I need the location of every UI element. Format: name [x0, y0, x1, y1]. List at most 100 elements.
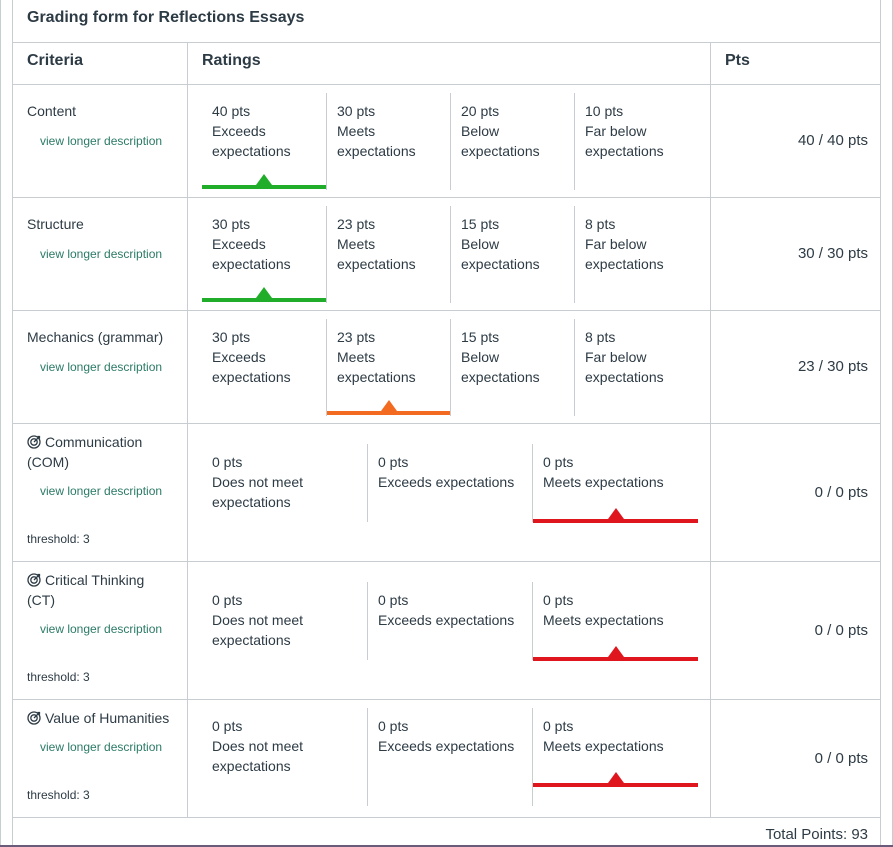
criterion-row-critical-thinking: Critical Thinking (CT) view longer descr… — [13, 562, 880, 700]
rating-points: 0 pts — [543, 454, 574, 470]
criterion-name: Communication (COM) — [27, 434, 143, 470]
rating-option[interactable]: 8 pts Far below expectations — [574, 319, 698, 416]
rating-option[interactable]: 23 pts Meets expectations — [326, 319, 451, 416]
rating-option[interactable]: 20 pts Below expectations — [450, 93, 574, 190]
rating-option[interactable]: 0 pts Meets expectations — [532, 444, 698, 523]
outcome-target-icon — [27, 573, 41, 587]
rating-points: 0 pts — [212, 592, 243, 608]
header-row: Criteria Ratings Pts — [13, 43, 880, 85]
rating-points: 23 pts — [337, 329, 376, 345]
rating-points: 40 pts — [212, 103, 251, 119]
outcome-target-icon — [27, 711, 41, 725]
points-cell: 0 / 0 pts — [711, 562, 880, 699]
ratings-cell: 0 pts Does not meet expectations 0 pts E… — [188, 700, 711, 817]
rubric-panel: Grading form for Reflections Essays Crit… — [12, 0, 881, 847]
rating-points: 15 pts — [461, 216, 500, 232]
ratings-cell: 40 pts Exceeds expectations 30 pts Meets… — [188, 85, 711, 197]
rubric-title: Grading form for Reflections Essays — [13, 0, 880, 43]
rating-description: Exceeds expectations — [212, 236, 291, 272]
rating-points: 15 pts — [461, 329, 500, 345]
criterion-cell: Critical Thinking (CT) view longer descr… — [13, 562, 188, 699]
rating-points: 30 pts — [337, 103, 376, 119]
rating-description: Exceeds expectations — [212, 123, 291, 159]
view-longer-description-link[interactable]: view longer description — [40, 247, 163, 261]
rating-option[interactable]: 10 pts Far below expectations — [574, 93, 698, 190]
selected-rating-marker — [327, 400, 451, 415]
view-longer-description-link[interactable]: view longer description — [40, 484, 163, 498]
rating-description: Below expectations — [461, 123, 540, 159]
selected-rating-marker — [202, 287, 326, 302]
rating-option[interactable]: 0 pts Does not meet expectations — [202, 708, 367, 806]
rating-option[interactable]: 40 pts Exceeds expectations — [202, 93, 326, 190]
rating-option[interactable]: 15 pts Below expectations — [450, 206, 574, 303]
rating-description: Exceeds expectations — [378, 474, 515, 490]
threshold-label: threshold: 3 — [27, 532, 90, 546]
threshold-label: threshold: 3 — [27, 670, 90, 684]
rating-description: Meets expectations — [543, 474, 664, 490]
rating-option[interactable]: 23 pts Meets expectations — [326, 206, 450, 303]
outcome-target-icon — [27, 435, 41, 449]
selected-rating-marker — [533, 508, 698, 523]
criterion-name: Mechanics (grammar) — [27, 329, 164, 345]
criteria-header: Criteria — [27, 52, 84, 69]
rating-option[interactable]: 0 pts Exceeds expectations — [367, 708, 532, 806]
rating-option[interactable]: 0 pts Exceeds expectations — [367, 582, 532, 660]
criterion-score: 40 / 40 pts — [797, 132, 868, 149]
rating-points: 0 pts — [378, 454, 409, 470]
selected-triangle-icon — [607, 646, 624, 657]
rating-option[interactable]: 8 pts Far below expectations — [574, 206, 698, 303]
rating-description: Meets expectations — [337, 123, 416, 159]
rating-option[interactable]: 0 pts Meets expectations — [532, 708, 698, 806]
selected-triangle-icon — [607, 772, 624, 783]
rating-description: Far below expectations — [585, 349, 664, 385]
rating-option[interactable]: 0 pts Does not meet expectations — [202, 444, 367, 542]
selected-rating-marker — [533, 646, 698, 661]
rating-option[interactable]: 0 pts Meets expectations — [532, 582, 698, 661]
rating-points: 0 pts — [378, 718, 409, 734]
rating-points: 23 pts — [337, 216, 376, 232]
criterion-cell: Structure view longer description — [13, 198, 188, 310]
criterion-cell: Value of Humanities view longer descript… — [13, 700, 188, 817]
criterion-score: 30 / 30 pts — [797, 245, 868, 262]
pts-header-cell: Pts — [711, 43, 880, 84]
rating-description: Exceeds expectations — [378, 738, 515, 754]
rating-option[interactable]: 0 pts Exceeds expectations — [367, 444, 532, 522]
selected-triangle-icon — [381, 400, 397, 411]
criterion-row-content: Content view longer description 40 pts E… — [13, 85, 880, 198]
criterion-score: 23 / 30 pts — [797, 358, 868, 375]
rating-option[interactable]: 30 pts Exceeds expectations — [202, 206, 326, 303]
bottom-bar — [0, 845, 893, 847]
ratings-header: Ratings — [202, 52, 261, 69]
rating-description: Exceeds expectations — [378, 612, 515, 628]
ratings-header-cell: Ratings — [188, 43, 711, 84]
criterion-cell: Communication (COM) view longer descript… — [13, 424, 188, 561]
rating-description: Meets expectations — [337, 236, 416, 272]
criterion-row-mechanics: Mechanics (grammar) view longer descript… — [13, 311, 880, 424]
page-left-edge — [0, 0, 1, 847]
view-longer-description-link[interactable]: view longer description — [40, 740, 163, 754]
rating-points: 0 pts — [212, 718, 243, 734]
rating-option[interactable]: 0 pts Does not meet expectations — [202, 582, 367, 680]
points-cell: 23 / 30 pts — [711, 311, 880, 423]
selected-triangle-icon — [256, 287, 272, 298]
criterion-name-wrap: Communication (COM) — [13, 432, 188, 472]
rating-points: 0 pts — [543, 718, 574, 734]
view-longer-description-link[interactable]: view longer description — [40, 134, 163, 148]
ratings-cell: 30 pts Exceeds expectations 23 pts Meets… — [188, 198, 711, 310]
rating-option[interactable]: 30 pts Exceeds expectations — [202, 319, 326, 416]
view-longer-description-link[interactable]: view longer description — [40, 360, 163, 374]
rating-option[interactable]: 30 pts Meets expectations — [326, 93, 450, 190]
criterion-name: Structure — [27, 216, 84, 232]
total-points: Total Points: 93 — [765, 826, 868, 843]
criterion-name-wrap: Critical Thinking (CT) — [13, 570, 188, 610]
criterion-name: Value of Humanities — [45, 710, 170, 726]
points-cell: 0 / 0 pts — [711, 424, 880, 561]
rating-option[interactable]: 15 pts Below expectations — [450, 319, 574, 416]
view-longer-description-link[interactable]: view longer description — [40, 622, 163, 636]
criterion-score: 0 / 0 pts — [814, 750, 868, 767]
rating-description: Below expectations — [461, 349, 540, 385]
rating-description: Far below expectations — [585, 236, 664, 272]
rating-description: Meets expectations — [543, 738, 664, 754]
selected-triangle-icon — [256, 174, 272, 185]
selected-triangle-icon — [607, 508, 624, 519]
